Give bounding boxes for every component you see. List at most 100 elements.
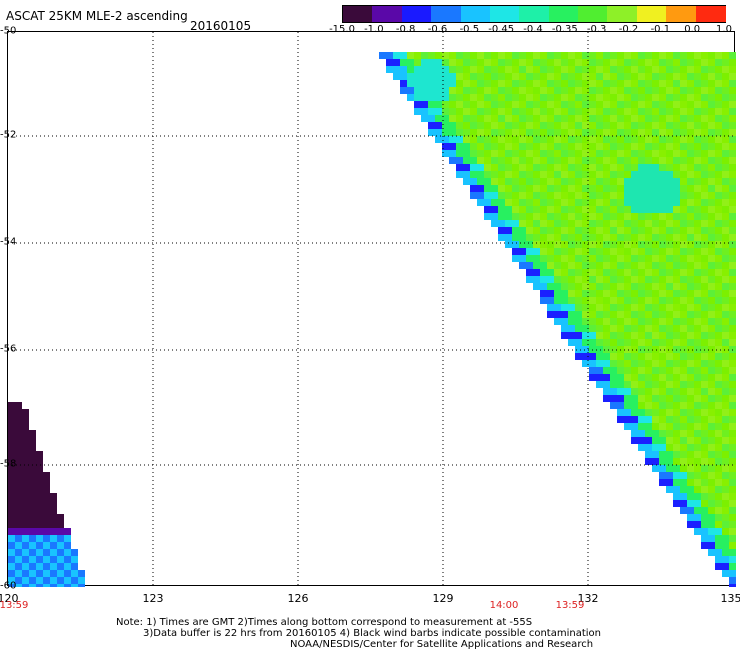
swath-cell — [652, 409, 659, 416]
swath-cell — [526, 136, 533, 143]
swath-cell — [463, 59, 470, 66]
swath-cell — [512, 234, 519, 241]
swath-cell — [680, 339, 687, 346]
swath-cell — [722, 318, 729, 325]
swath-cell — [659, 150, 666, 157]
swath-cell — [687, 304, 694, 311]
swath-cell — [568, 59, 575, 66]
swath-cell — [645, 108, 652, 115]
swath-cell-left — [22, 549, 29, 556]
swath-cell — [442, 80, 449, 87]
swath-cell — [659, 234, 666, 241]
swath-cell — [540, 115, 547, 122]
swath-cell — [694, 255, 701, 262]
swath-cell — [708, 465, 715, 472]
swath-cell — [498, 80, 505, 87]
swath-cell — [442, 108, 449, 115]
swath-cell-left — [8, 493, 15, 500]
swath-cell — [722, 304, 729, 311]
swath-cell-left — [36, 465, 43, 472]
swath-cell — [722, 220, 729, 227]
swath-cell — [617, 136, 624, 143]
colorbar-label: 1.0 — [716, 24, 732, 35]
swath-cell — [526, 199, 533, 206]
swath-cell — [708, 80, 715, 87]
swath-cell-left — [43, 563, 50, 570]
lat-label-56: -56 — [0, 343, 17, 355]
swath-cell — [631, 430, 638, 437]
swath-cell — [701, 409, 708, 416]
swath-cell — [694, 444, 701, 451]
swath-cell — [673, 136, 680, 143]
swath-cell — [638, 353, 645, 360]
swath-cell — [596, 234, 603, 241]
swath-cell — [610, 346, 617, 353]
swath-cell — [708, 451, 715, 458]
swath-cell — [519, 108, 526, 115]
swath-cell — [463, 150, 470, 157]
swath-cell — [701, 150, 708, 157]
swath-cell — [442, 122, 449, 129]
swath-cell — [575, 325, 582, 332]
swath-cell — [575, 339, 582, 346]
swath-cell — [715, 66, 722, 73]
swath-cell — [694, 115, 701, 122]
lon-label-120: 120 — [0, 592, 19, 605]
swath-cell — [540, 171, 547, 178]
swath-cell — [512, 227, 519, 234]
swath-cell — [638, 346, 645, 353]
swath-cell — [666, 318, 673, 325]
swath-cell — [540, 143, 547, 150]
swath-cell — [631, 59, 638, 66]
swath-cell — [687, 360, 694, 367]
swath-cell — [708, 248, 715, 255]
swath-cell — [645, 458, 652, 465]
swath-cell — [666, 248, 673, 255]
swath-cell — [701, 108, 708, 115]
swath-cell — [533, 178, 540, 185]
swath-cell — [589, 339, 596, 346]
swath-cell — [526, 248, 533, 255]
swath-cell — [673, 73, 680, 80]
swath-cell — [645, 444, 652, 451]
swath-cell-left — [29, 570, 36, 577]
swath-cell — [715, 157, 722, 164]
swath-cell — [729, 304, 736, 311]
swath-cell — [701, 437, 708, 444]
swath-cell — [484, 178, 491, 185]
swath-cell — [470, 150, 477, 157]
swath-cell-left — [57, 577, 64, 584]
swath-cell — [575, 157, 582, 164]
swath-cell — [582, 122, 589, 129]
swath-cell — [596, 73, 603, 80]
swath-cell — [540, 241, 547, 248]
swath-cell — [631, 101, 638, 108]
swath-cell — [729, 283, 736, 290]
swath-cell — [442, 136, 449, 143]
swath-cell — [526, 52, 533, 59]
swath-cell — [666, 227, 673, 234]
swath-cell — [722, 486, 729, 493]
swath-cell — [505, 59, 512, 66]
swath-cell — [603, 87, 610, 94]
swath-cell — [722, 381, 729, 388]
swath-cell — [575, 115, 582, 122]
swath-cell — [645, 339, 652, 346]
swath-cell — [435, 115, 442, 122]
swath-cell — [540, 157, 547, 164]
swath-cell — [701, 542, 708, 549]
swath-cell — [638, 283, 645, 290]
swath-cell — [505, 213, 512, 220]
swath-cell — [477, 192, 484, 199]
swath-cell — [519, 101, 526, 108]
swath-cell — [673, 423, 680, 430]
swath-cell — [729, 115, 736, 122]
swath-cell — [617, 206, 624, 213]
swath-cell — [519, 66, 526, 73]
swath-cell — [666, 262, 673, 269]
swath-cell — [729, 94, 736, 101]
swath-cell — [470, 157, 477, 164]
swath-cell — [729, 73, 736, 80]
swath-cell — [694, 367, 701, 374]
swath-cell — [617, 304, 624, 311]
